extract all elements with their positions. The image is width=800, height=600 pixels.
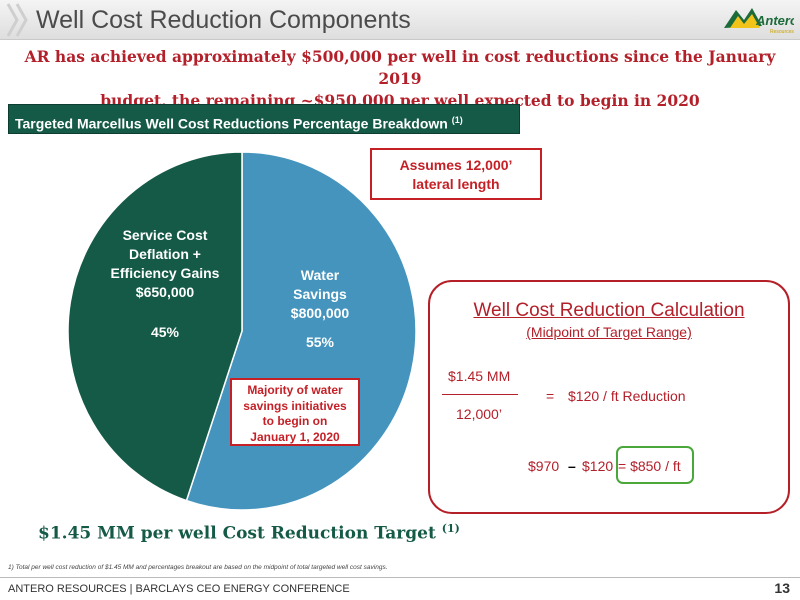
result-highlight-box [616,446,694,484]
service-label-line: $650,000 [135,284,195,300]
assumption-callout: Assumes 12,000’ lateral length [370,148,542,200]
water-callout-line: to begin on [262,414,328,428]
page-number: 13 [774,580,790,596]
water-label-line: Water [300,267,340,283]
service-label-line: Efficiency Gains [110,265,220,281]
page-title: Well Cost Reduction Components [36,6,411,34]
calculation-box: Well Cost Reduction Calculation (Midpoin… [428,280,790,514]
service-label-line: Deflation + [129,246,201,262]
calculation-title: Well Cost Reduction Calculation [473,300,745,321]
headline-line-1: AR has achieved approximately $500,000 p… [24,47,776,88]
calc-final-dash: – [568,458,576,474]
pie-label-service: Service Cost Deflation + Efficiency Gains $… [90,226,240,302]
target-footnote-mark: (1) [441,522,460,535]
section-footnote-mark: (1) [451,115,463,125]
assumption-line: lateral length [412,176,500,192]
water-label-line: $800,000 [290,305,350,321]
pie-slice-service [67,151,243,502]
pie-percent-water: 55% [305,334,335,350]
calc-equals: = [546,388,555,404]
chevron-decoration-icon [6,3,28,37]
water-callout-line: Majority of water [247,383,343,397]
antero-logo: Antero Resources [724,8,794,35]
assumption-line: Assumes 12,000’ [399,157,513,173]
target-text: $1.45 MM per well Cost Reduction Target [38,523,436,544]
fraction-line [442,394,518,395]
water-initiatives-callout: Majority of water savings initiatives to b… [230,378,360,446]
calc-final-left: $970 [528,458,560,474]
footnote: 1) Total per well cost reduction of $1.4… [8,564,388,571]
service-label-line: Service Cost [122,227,208,243]
calc-final-right: = $850 / ft [618,458,681,474]
water-callout-line: savings initiatives [243,398,347,413]
water-label-line: Savings [293,286,347,302]
footer-divider [0,577,800,578]
pie-label-water: Water Savings $800,000 [272,266,368,323]
svg-text:Antero: Antero [755,13,794,28]
svg-text:Resources: Resources [770,29,794,35]
water-callout-line: January 1, 2020 [250,429,340,444]
calc-result: $120 / ft Reduction [568,388,686,404]
headline: AR has achieved approximately $500,000 p… [10,46,790,112]
footer-text: ANTERO RESOURCES | BARCLAYS CEO ENERGY C… [8,583,350,595]
pie-percent-service: 45% [150,324,180,340]
section-banner: Targeted Marcellus Well Cost Reductions … [8,104,520,134]
calc-denominator: 12,000’ [456,406,502,422]
title-bar: Well Cost Reduction Components Antero Re… [0,0,800,40]
calc-final-middle: $120 [582,458,614,474]
calculation-subtitle: (Midpoint of Target Range) [526,324,692,340]
calc-numerator: $1.45 MM [448,368,511,384]
cost-reduction-target: $1.45 MM per well Cost Reduction Target … [38,522,460,544]
section-title: Targeted Marcellus Well Cost Reductions … [15,115,448,132]
